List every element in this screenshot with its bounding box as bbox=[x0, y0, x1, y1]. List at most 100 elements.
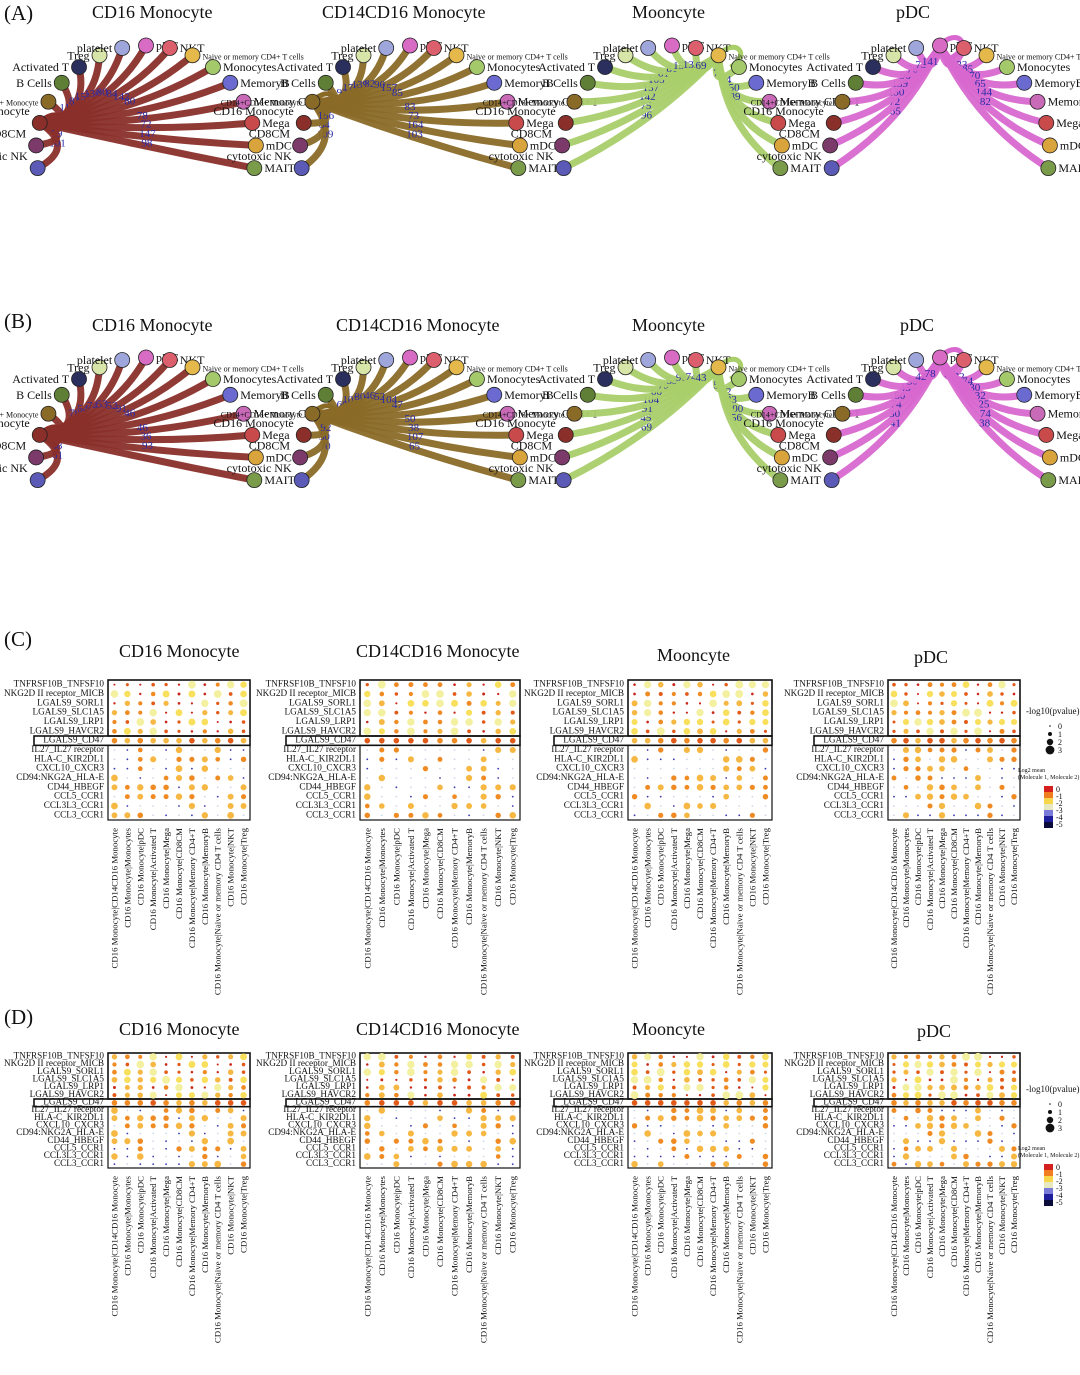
dotplot-dot bbox=[764, 805, 767, 807]
dotplot-row-label: LGALS9_SORL1 bbox=[557, 697, 624, 707]
network-node bbox=[773, 137, 790, 154]
legend-color-tick: 0 bbox=[1056, 1163, 1060, 1172]
dotplot-dot bbox=[751, 1163, 754, 1166]
dotplot-dot bbox=[126, 767, 129, 770]
dotplot-row-label: CD44_HBEGF bbox=[567, 781, 624, 791]
dotplot-dot bbox=[927, 1161, 933, 1168]
dotplot-dot bbox=[124, 700, 131, 707]
dotplot-dot bbox=[422, 1123, 429, 1129]
dotplot-dot bbox=[939, 1123, 945, 1129]
dotplot-dot bbox=[939, 719, 945, 725]
dotplot-column-label: CD16 Monocyte|CD8CM bbox=[435, 828, 445, 919]
dotplot-dot bbox=[711, 1062, 715, 1067]
dotplot-dot bbox=[509, 1137, 517, 1145]
dotplot-dot bbox=[495, 1138, 501, 1144]
dotplot-dot bbox=[672, 1124, 675, 1127]
dotplot-dot bbox=[152, 1140, 155, 1143]
dotplot-dot bbox=[893, 786, 895, 789]
dotplot-dot bbox=[366, 749, 369, 751]
dotplot-dot bbox=[215, 1146, 221, 1152]
dotplot-column-label: CD16 Monocyte|Mega bbox=[937, 1176, 947, 1257]
network-node bbox=[847, 386, 864, 403]
dotplot-dot bbox=[137, 1092, 143, 1098]
dotplot-column-label: CD16 Monocyte|Treg bbox=[508, 1175, 518, 1253]
dotplot-dot bbox=[987, 1100, 993, 1106]
network-node bbox=[748, 74, 765, 91]
dotplot-dot bbox=[964, 1070, 968, 1074]
dotplot-dot bbox=[1010, 699, 1018, 707]
network-node-label: CD16 Monocyte bbox=[0, 104, 30, 118]
dotplot-dot bbox=[480, 803, 487, 809]
dotplot-dot bbox=[216, 1155, 219, 1158]
dotplot-dot bbox=[408, 1054, 413, 1059]
edge-weight-label: 72 bbox=[141, 119, 152, 131]
dotplot-dot bbox=[685, 692, 689, 696]
dotplot-dot bbox=[630, 1076, 639, 1084]
dotplot-dot bbox=[737, 1054, 742, 1059]
dotplot-dot bbox=[891, 1054, 897, 1060]
dotplot-row-label: LGALS9_SLC1A5 bbox=[813, 707, 885, 717]
dotplot-dot bbox=[511, 1124, 514, 1127]
network-node-label: platelet bbox=[77, 41, 113, 55]
dotplot-dot bbox=[915, 793, 921, 800]
dotplot-row-label: LGALS9_CD47 bbox=[295, 735, 356, 745]
dotplot-dot bbox=[684, 1100, 690, 1106]
dotplot-dot bbox=[436, 690, 444, 698]
dotplot-dot bbox=[1010, 1153, 1018, 1160]
dotplot-dot bbox=[646, 795, 649, 798]
dotplot-dot bbox=[738, 1163, 741, 1166]
dotplot-dot bbox=[466, 1100, 472, 1106]
dotplot-dot bbox=[175, 709, 183, 717]
dotplot-dot bbox=[424, 758, 427, 761]
dotplot-row-label: CD94:NKG2A_HLA-E bbox=[268, 772, 356, 782]
dotplot-dot bbox=[749, 1115, 755, 1121]
dotplot-dot bbox=[480, 1076, 488, 1084]
dotplot-dot bbox=[631, 1123, 638, 1129]
dotplot-dot bbox=[1013, 777, 1015, 779]
dotplot-dot bbox=[764, 1140, 767, 1143]
dotplot-dot bbox=[989, 795, 991, 798]
dotplot-dot bbox=[974, 1068, 982, 1076]
dotplot-column-label: CD16 Monocyte|Monocytes bbox=[901, 827, 911, 927]
dotplot-dot bbox=[366, 1063, 369, 1066]
dotplot-dot bbox=[699, 795, 701, 798]
dotplot-dot bbox=[163, 1100, 169, 1106]
dotplot-dot bbox=[722, 690, 731, 698]
network-node bbox=[40, 405, 57, 422]
c-title-mooncyte: Mooncyte bbox=[657, 645, 730, 665]
dotplot-row-label: NKG2D II receptor_MICB bbox=[784, 1058, 884, 1068]
dotplot-row-label: CD94:NKG2A_HLA-E bbox=[796, 772, 884, 782]
network-node-label: Monocytes bbox=[749, 60, 803, 74]
network-node-label: mDC bbox=[792, 450, 818, 464]
dotplot-row-label: CXCL10_CXCR3 bbox=[36, 1120, 104, 1130]
dotplot-row-label: TNFRSF10B_TNFSF10 bbox=[794, 1051, 885, 1061]
panel-letter-a: (A) bbox=[4, 1, 33, 25]
dotplot-dot bbox=[644, 1130, 651, 1137]
dotplot-dot bbox=[1001, 1155, 1003, 1158]
dotplot-dot bbox=[893, 795, 895, 798]
network-node bbox=[184, 47, 201, 64]
dotplot-dot bbox=[953, 767, 955, 770]
dotplot-row-label: CCL3_CCR1 bbox=[834, 1158, 884, 1168]
network-node-label: Treg bbox=[593, 360, 615, 374]
dotplot-dot bbox=[987, 1130, 993, 1137]
network-node bbox=[29, 160, 46, 177]
network-node bbox=[317, 386, 334, 403]
dotplot-row-label: NKG2D II receptor_MICB bbox=[524, 688, 624, 698]
dotplot-dot bbox=[495, 784, 502, 791]
dotplot-dot bbox=[975, 1115, 981, 1122]
dotplot-dot bbox=[644, 709, 652, 717]
dotplot-dot bbox=[631, 1054, 638, 1060]
dotplot-dot bbox=[915, 1145, 921, 1152]
dotplot-dot bbox=[927, 747, 933, 753]
dotplot-dot bbox=[112, 1086, 116, 1089]
network-node-label: cytotoxic NK bbox=[0, 461, 28, 475]
dotplot-dot bbox=[962, 1052, 970, 1061]
dotplot-dot bbox=[165, 758, 167, 761]
dotplot-dot bbox=[1012, 692, 1016, 696]
dotplot-dot bbox=[126, 1132, 129, 1135]
dotplot-dot bbox=[915, 737, 921, 744]
dotplot-dot bbox=[977, 758, 979, 761]
dotplot-dot bbox=[893, 1155, 895, 1158]
dotplot-dot bbox=[437, 728, 443, 734]
